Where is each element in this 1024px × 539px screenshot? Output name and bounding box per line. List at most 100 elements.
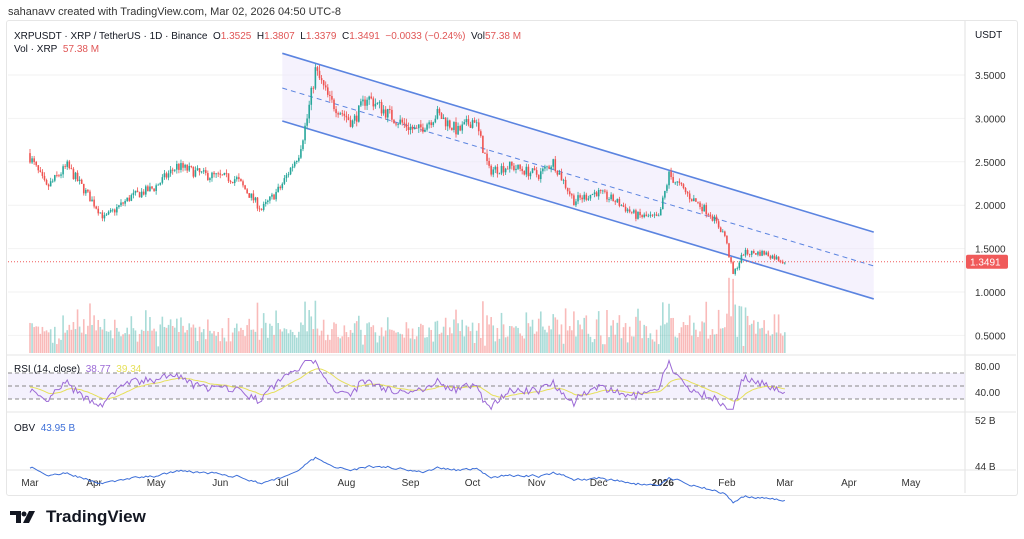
volume-bar bbox=[471, 322, 474, 353]
volume-bar bbox=[457, 323, 459, 353]
volume-bar bbox=[498, 338, 501, 353]
volume-bar bbox=[180, 317, 182, 353]
volume-bar bbox=[211, 333, 213, 353]
volume-bar bbox=[107, 331, 110, 353]
volume-bar bbox=[291, 331, 294, 353]
volume-bar bbox=[283, 328, 286, 353]
candle-body bbox=[558, 172, 561, 175]
candle-body bbox=[678, 181, 681, 183]
time-tick-label: Jun bbox=[212, 478, 228, 489]
candle-body bbox=[732, 262, 734, 274]
candle-body bbox=[364, 99, 366, 106]
candle-body bbox=[529, 172, 532, 177]
candle-body bbox=[647, 215, 650, 217]
candle-body bbox=[200, 171, 203, 173]
volume-bar bbox=[380, 327, 383, 353]
time-tick-label: Sep bbox=[402, 478, 420, 489]
volume-bar bbox=[157, 346, 160, 353]
volume-bar bbox=[186, 330, 188, 353]
volume-bar bbox=[80, 332, 83, 353]
candle-body bbox=[322, 80, 325, 86]
tradingview-logo[interactable]: TradingView bbox=[10, 507, 146, 527]
volume-bar bbox=[248, 318, 251, 353]
volume-indicator-label[interactable]: Vol · XRP bbox=[14, 44, 58, 55]
candle-body bbox=[657, 215, 660, 217]
volume-bar bbox=[633, 336, 635, 353]
volume-bar bbox=[223, 337, 226, 353]
candle-body bbox=[562, 179, 565, 181]
volume-bar bbox=[54, 326, 56, 353]
channel-lower-line bbox=[282, 120, 874, 300]
candle-body bbox=[240, 179, 242, 182]
volume-bar bbox=[595, 319, 598, 353]
volume-bar bbox=[275, 310, 277, 353]
candle-body bbox=[113, 209, 116, 213]
candle-body bbox=[761, 250, 763, 256]
candle-body bbox=[655, 214, 658, 216]
volume-bar bbox=[308, 310, 310, 353]
volume-bar bbox=[149, 317, 151, 353]
candle-body bbox=[248, 193, 251, 198]
candle-body bbox=[134, 190, 137, 193]
volume-bar bbox=[213, 331, 215, 353]
candle-body bbox=[56, 175, 58, 176]
volume-bar bbox=[736, 336, 739, 353]
volume-bar bbox=[537, 318, 540, 353]
candle-body bbox=[173, 169, 176, 171]
price-tick-label: 2.0000 bbox=[975, 201, 1006, 212]
candle-body bbox=[721, 231, 724, 233]
volume-bar bbox=[238, 331, 240, 353]
candle-body bbox=[515, 168, 517, 170]
symbol-name[interactable]: XRPUSDT · XRP / TetherUS · 1D · Binance bbox=[14, 31, 208, 42]
volume-bar bbox=[231, 332, 234, 353]
currency-label[interactable]: USDT bbox=[975, 30, 1003, 41]
channel-middle-line bbox=[282, 87, 874, 267]
candle-body bbox=[267, 200, 269, 202]
volume-bar bbox=[684, 325, 687, 353]
volume-bar bbox=[616, 322, 619, 353]
candle-body bbox=[76, 172, 79, 182]
candle-body bbox=[521, 168, 523, 171]
volume-bar bbox=[734, 304, 736, 353]
candle-body bbox=[703, 205, 705, 212]
volume-bar bbox=[492, 325, 495, 353]
candle-body bbox=[784, 262, 786, 264]
candle-body bbox=[242, 181, 244, 186]
time-tick-label: Nov bbox=[528, 478, 546, 489]
candle-body bbox=[734, 268, 736, 274]
candle-body bbox=[316, 67, 319, 71]
candle-body bbox=[262, 203, 265, 210]
volume-bar bbox=[196, 340, 199, 353]
candle-body bbox=[682, 184, 685, 189]
candle-body bbox=[436, 108, 439, 119]
volume-bar bbox=[264, 322, 267, 353]
volume-bar bbox=[82, 319, 85, 353]
candle-body bbox=[93, 199, 95, 207]
candle-body bbox=[186, 164, 188, 171]
candle-body bbox=[393, 119, 395, 124]
volume-bar bbox=[643, 324, 645, 353]
candle-body bbox=[155, 185, 157, 191]
volume-bar bbox=[304, 301, 306, 353]
candle-body bbox=[35, 161, 38, 166]
candle-body bbox=[469, 124, 472, 128]
volume-bar bbox=[169, 319, 172, 353]
candle-body bbox=[409, 127, 412, 130]
candle-body bbox=[198, 168, 201, 173]
chart-frame bbox=[6, 20, 1018, 496]
volume-bar bbox=[382, 336, 385, 353]
volume-bar bbox=[552, 314, 555, 353]
candle-body bbox=[308, 104, 310, 119]
volume-bar bbox=[597, 311, 600, 353]
candle-body bbox=[238, 177, 240, 180]
volume-bar bbox=[726, 313, 728, 353]
candle-body bbox=[41, 171, 44, 176]
volume-bar bbox=[672, 317, 674, 353]
candle-body bbox=[49, 181, 52, 187]
volume-bar bbox=[225, 341, 228, 353]
candle-body bbox=[126, 197, 128, 201]
candle-body bbox=[169, 169, 172, 174]
volume-bar bbox=[389, 329, 391, 353]
time-tick-label: Apr bbox=[86, 478, 102, 489]
